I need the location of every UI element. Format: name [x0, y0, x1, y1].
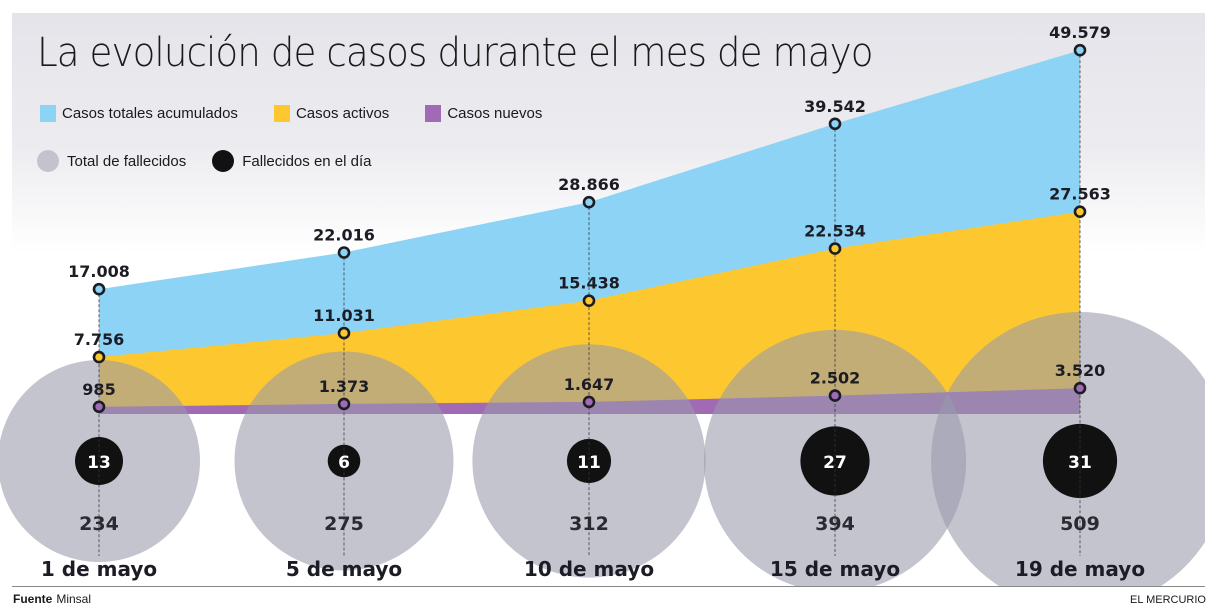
- brand-credit: EL MERCURIO: [1130, 594, 1206, 606]
- value-label-total: 17.008: [68, 262, 130, 281]
- legend-label-new: Casos nuevos: [447, 105, 543, 122]
- legend-label-active: Casos activos: [295, 105, 390, 122]
- daily-deaths-label: 11: [577, 453, 601, 473]
- value-label-active: 7.756: [74, 330, 125, 349]
- bubble-daily-deaths: [566, 438, 612, 484]
- legend-circles: Total de fallecidos Fallecidos en el día: [37, 150, 408, 172]
- value-label-active: 11.031: [313, 306, 375, 325]
- category-label: 19 de mayo: [1015, 557, 1145, 581]
- total-deaths-label: 312: [569, 513, 609, 535]
- source-note: Fuente Minsal: [13, 592, 91, 606]
- chart-title: La evolución de casos durante el mes de …: [37, 30, 873, 76]
- value-label-new: 1.647: [564, 375, 615, 394]
- marker-new: [337, 397, 351, 411]
- marker-active: [337, 326, 351, 340]
- value-label-total: 49.579: [1049, 23, 1111, 42]
- category-label: 5 de mayo: [286, 557, 402, 581]
- category-label: 1 de mayo: [41, 557, 157, 581]
- bottom-rule: [12, 586, 1205, 587]
- legend-item-daily-deaths: Fallecidos en el día: [212, 150, 372, 172]
- legend-item-total-deaths: Total de fallecidos: [37, 150, 186, 172]
- legend-label-total: Casos totales acumulados: [62, 105, 238, 122]
- legend-item-new: Casos nuevos: [425, 105, 542, 122]
- legend-areas: Casos totales acumulados Casos activos C…: [40, 105, 578, 122]
- total-deaths-label: 509: [1060, 513, 1100, 535]
- legend-dot-total-deaths: [37, 150, 59, 172]
- legend-label-daily-deaths: Fallecidos en el día: [242, 152, 372, 170]
- legend-item-active: Casos activos: [273, 105, 390, 122]
- source-label: Fuente: [13, 592, 53, 606]
- marker-active: [582, 294, 596, 308]
- category-label: 10 de mayo: [524, 557, 654, 581]
- legend-swatch-active: [273, 105, 290, 122]
- value-label-total: 39.542: [804, 97, 866, 116]
- value-label-new: 3.520: [1055, 361, 1106, 380]
- category-label: 15 de mayo: [770, 557, 900, 581]
- marker-total: [92, 282, 106, 296]
- source-value: Minsal: [56, 592, 92, 606]
- value-label-new: 1.373: [319, 377, 370, 396]
- marker-new: [1073, 381, 1087, 395]
- daily-deaths-label: 6: [338, 453, 350, 473]
- marker-new: [582, 395, 596, 409]
- legend-swatch-total: [40, 105, 56, 122]
- legend-item-total: Casos totales acumulados: [40, 105, 238, 122]
- marker-new: [92, 400, 106, 414]
- marker-active: [1073, 205, 1087, 218]
- value-label-total: 22.016: [313, 226, 375, 245]
- daily-deaths-label: 31: [1068, 453, 1092, 473]
- value-label-active: 15.438: [558, 274, 620, 293]
- marker-total: [1073, 43, 1087, 57]
- legend-label-total-deaths: Total de fallecidos: [67, 152, 187, 170]
- marker-total: [582, 195, 596, 209]
- daily-deaths-label: 27: [823, 453, 847, 473]
- value-label-total: 28.866: [558, 175, 620, 194]
- marker-active: [828, 242, 842, 255]
- total-deaths-label: 275: [324, 513, 364, 535]
- total-deaths-label: 394: [815, 513, 855, 535]
- legend-dot-daily-deaths: [212, 150, 235, 172]
- marker-active: [92, 350, 106, 364]
- legend-swatch-new: [425, 105, 442, 122]
- value-label-new: 985: [82, 380, 115, 399]
- value-label-active: 22.534: [804, 222, 866, 241]
- bubble-daily-deaths: [327, 444, 361, 478]
- marker-new: [828, 389, 842, 402]
- daily-deaths-label: 13: [87, 453, 111, 473]
- total-deaths-label: 234: [79, 513, 119, 535]
- marker-total: [337, 246, 351, 259]
- marker-total: [828, 117, 842, 131]
- value-label-active: 27.563: [1049, 185, 1111, 204]
- value-label-new: 2.502: [810, 369, 861, 388]
